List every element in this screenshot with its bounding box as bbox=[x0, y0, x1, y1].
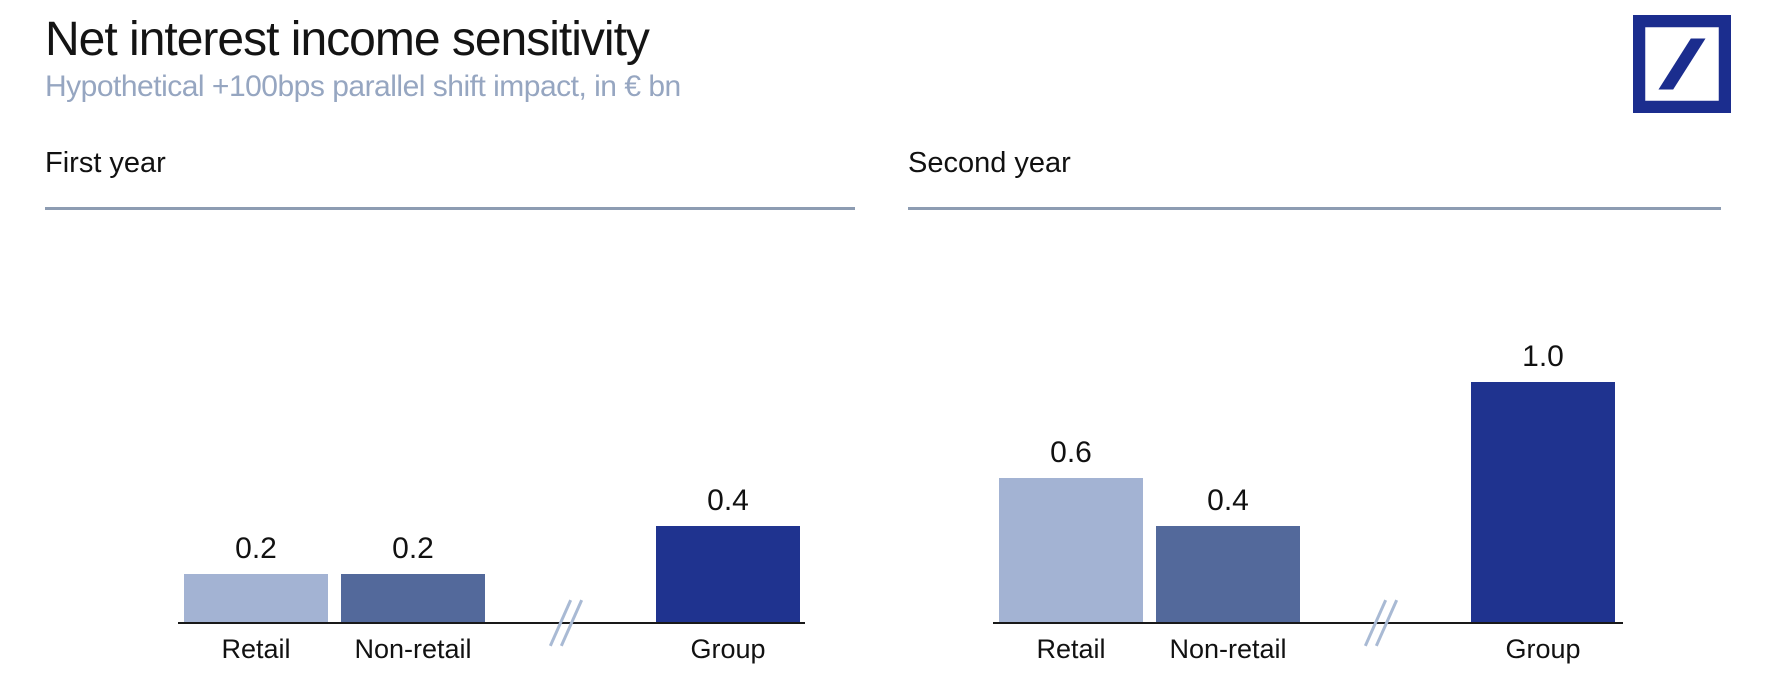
bar-non-retail bbox=[1156, 526, 1300, 622]
value-label-non-retail: 0.2 bbox=[392, 532, 434, 565]
x-axis bbox=[993, 622, 1623, 624]
chart-title-second-year: Second year bbox=[908, 147, 1071, 179]
category-label-retail: Retail bbox=[221, 634, 291, 664]
bar-retail bbox=[184, 574, 328, 622]
value-label-group: 0.4 bbox=[707, 484, 749, 517]
category-label-group: Group bbox=[1505, 634, 1581, 664]
chart-second-year: 0.6 Retail 0.4 Non-retail 1.0 Group bbox=[993, 230, 1623, 670]
category-label-group: Group bbox=[690, 634, 766, 664]
heading-rule-second-year bbox=[908, 207, 1721, 210]
value-label-retail: 0.2 bbox=[235, 532, 277, 565]
category-label-non-retail: Non-retail bbox=[354, 634, 472, 664]
category-label-retail: Retail bbox=[1036, 634, 1106, 664]
page-title: Net interest income sensitivity bbox=[45, 13, 650, 66]
heading-rule-first-year bbox=[45, 207, 855, 210]
value-label-group: 1.0 bbox=[1522, 340, 1564, 373]
deutsche-bank-logo-icon bbox=[1632, 14, 1732, 114]
chart-title-first-year: First year bbox=[45, 147, 166, 179]
deutsche-bank-logo bbox=[1632, 14, 1732, 114]
bar-retail bbox=[999, 478, 1143, 622]
chart-first-year: 0.2 Retail 0.2 Non-retail 0.4 Group bbox=[178, 230, 805, 670]
x-axis bbox=[178, 622, 805, 624]
axis-break-tick bbox=[1374, 599, 1399, 647]
value-label-retail: 0.6 bbox=[1050, 436, 1092, 469]
bar-group bbox=[656, 526, 800, 622]
bar-non-retail bbox=[341, 574, 485, 622]
page-subtitle: Hypothetical +100bps parallel shift impa… bbox=[45, 70, 681, 103]
bar-group bbox=[1471, 382, 1615, 622]
axis-break-mark bbox=[1363, 598, 1399, 648]
axis-break-mark bbox=[548, 598, 584, 648]
axis-break-tick bbox=[559, 599, 584, 647]
value-label-non-retail: 0.4 bbox=[1207, 484, 1249, 517]
category-label-non-retail: Non-retail bbox=[1169, 634, 1287, 664]
